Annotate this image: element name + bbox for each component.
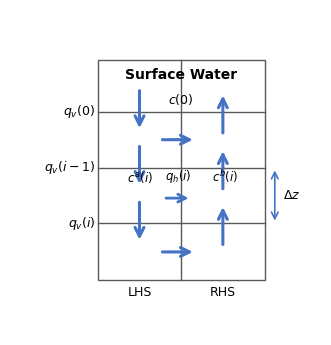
Text: Surface Water: Surface Water xyxy=(125,68,237,82)
Text: RHS: RHS xyxy=(210,286,236,299)
Text: $c^a(i)$: $c^a(i)$ xyxy=(126,170,153,185)
Text: $\Delta z$: $\Delta z$ xyxy=(283,189,300,202)
Bar xyxy=(98,60,264,280)
Text: $q_v(i-1)$: $q_v(i-1)$ xyxy=(44,159,95,176)
Text: $q_v(i)$: $q_v(i)$ xyxy=(68,215,95,232)
Text: LHS: LHS xyxy=(127,286,152,299)
Text: $q_v(0)$: $q_v(0)$ xyxy=(63,103,95,120)
Text: $c(0)$: $c(0)$ xyxy=(168,92,194,107)
Text: $q_h(i)$: $q_h(i)$ xyxy=(166,168,192,185)
Text: $c^b(i)$: $c^b(i)$ xyxy=(213,168,238,185)
